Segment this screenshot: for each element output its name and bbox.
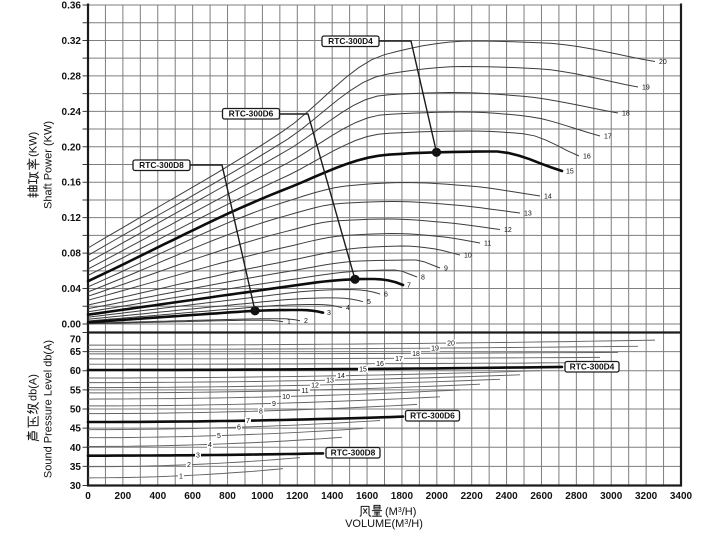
svg-text:55: 55 <box>70 385 82 396</box>
svg-text:200: 200 <box>115 491 132 502</box>
svg-text:0.08: 0.08 <box>62 249 82 260</box>
svg-text:0.12: 0.12 <box>62 213 82 224</box>
svg-text:RTC-300D8: RTC-300D8 <box>139 160 184 170</box>
svg-text:7: 7 <box>246 418 250 425</box>
svg-text:2000: 2000 <box>426 491 449 502</box>
svg-text:12: 12 <box>504 227 512 234</box>
svg-text:10: 10 <box>464 253 472 260</box>
svg-text:20: 20 <box>447 341 455 348</box>
svg-text:RTC-300D6: RTC-300D6 <box>410 410 455 420</box>
svg-text:0.24: 0.24 <box>62 107 82 118</box>
svg-text:70: 70 <box>70 335 82 346</box>
svg-text:16: 16 <box>376 361 384 368</box>
svg-text:15: 15 <box>566 169 574 176</box>
svg-text:0.04: 0.04 <box>62 284 82 295</box>
svg-text:3400: 3400 <box>670 491 693 502</box>
svg-text:3000: 3000 <box>600 491 623 502</box>
svg-text:30: 30 <box>70 481 82 492</box>
svg-text:4: 4 <box>346 305 350 312</box>
svg-text:Shaft Power (KW): Shaft Power (KW) <box>43 121 55 209</box>
svg-text:1000: 1000 <box>251 491 274 502</box>
svg-text:11: 11 <box>484 241 491 248</box>
svg-text:12: 12 <box>311 383 319 390</box>
svg-text:5: 5 <box>217 433 221 440</box>
svg-text:1200: 1200 <box>286 491 309 502</box>
svg-text:8: 8 <box>259 409 263 416</box>
svg-text:18: 18 <box>412 351 420 358</box>
svg-text:6: 6 <box>237 425 241 432</box>
svg-text:2: 2 <box>187 462 191 469</box>
svg-text:6: 6 <box>384 292 388 299</box>
svg-text:10: 10 <box>282 394 290 401</box>
svg-text:1: 1 <box>179 473 183 480</box>
svg-text:0.28: 0.28 <box>62 71 82 82</box>
svg-text:11: 11 <box>301 388 308 395</box>
svg-text:RTC-300D8: RTC-300D8 <box>331 447 376 457</box>
svg-text:0.32: 0.32 <box>62 36 82 47</box>
svg-text:19: 19 <box>642 85 650 92</box>
svg-text:45: 45 <box>70 424 82 435</box>
svg-text:db(A): db(A) <box>28 374 40 401</box>
svg-text:1600: 1600 <box>356 491 379 502</box>
svg-text:RTC-300D4: RTC-300D4 <box>328 36 373 46</box>
svg-text:20: 20 <box>659 59 667 66</box>
svg-text:4: 4 <box>208 442 212 449</box>
svg-text:0: 0 <box>85 491 91 502</box>
svg-text:16: 16 <box>583 154 591 161</box>
svg-text:60: 60 <box>70 366 82 377</box>
svg-text:5: 5 <box>367 299 371 306</box>
svg-text:800: 800 <box>219 491 236 502</box>
svg-text:14: 14 <box>544 194 552 201</box>
svg-text:65: 65 <box>70 347 82 358</box>
svg-text:13: 13 <box>326 378 334 385</box>
svg-text:2800: 2800 <box>565 491 588 502</box>
svg-text:RTC-300D4: RTC-300D4 <box>570 361 615 371</box>
svg-text:0.20: 0.20 <box>62 142 82 153</box>
svg-text:15: 15 <box>359 367 367 374</box>
svg-text:3: 3 <box>327 310 331 317</box>
svg-text:2200: 2200 <box>461 491 484 502</box>
svg-text:VOLUME(M3/H): VOLUME(M3/H) <box>345 518 423 530</box>
svg-text:1: 1 <box>287 319 291 326</box>
svg-text:13: 13 <box>524 211 532 218</box>
svg-text:1400: 1400 <box>321 491 344 502</box>
svg-text:0.00: 0.00 <box>62 320 82 331</box>
svg-text:600: 600 <box>184 491 201 502</box>
svg-text:400: 400 <box>149 491 166 502</box>
svg-text:2600: 2600 <box>530 491 553 502</box>
svg-text:(KW): (KW) <box>28 132 40 157</box>
svg-text:8: 8 <box>421 275 425 282</box>
svg-text:2400: 2400 <box>495 491 518 502</box>
svg-text:35: 35 <box>70 462 82 473</box>
svg-text:(M3/H): (M3/H) <box>385 506 416 518</box>
svg-text:9: 9 <box>272 401 276 408</box>
svg-text:7: 7 <box>407 283 411 290</box>
svg-text:2: 2 <box>304 318 308 325</box>
svg-text:0.16: 0.16 <box>62 178 82 189</box>
svg-text:RTC-300D6: RTC-300D6 <box>229 108 274 118</box>
svg-text:18: 18 <box>622 111 630 118</box>
svg-text:0.36: 0.36 <box>62 1 82 12</box>
svg-text:Sound Pressure Level db(A): Sound Pressure Level db(A) <box>43 340 55 478</box>
svg-text:3200: 3200 <box>635 491 658 502</box>
svg-text:17: 17 <box>604 134 612 141</box>
svg-text:9: 9 <box>444 266 448 273</box>
svg-text:40: 40 <box>70 443 82 454</box>
svg-text:1800: 1800 <box>391 491 414 502</box>
svg-text:17: 17 <box>395 356 403 363</box>
svg-text:50: 50 <box>70 405 82 416</box>
svg-text:14: 14 <box>337 373 345 380</box>
svg-text:3: 3 <box>196 453 200 460</box>
svg-text:19: 19 <box>431 346 439 353</box>
